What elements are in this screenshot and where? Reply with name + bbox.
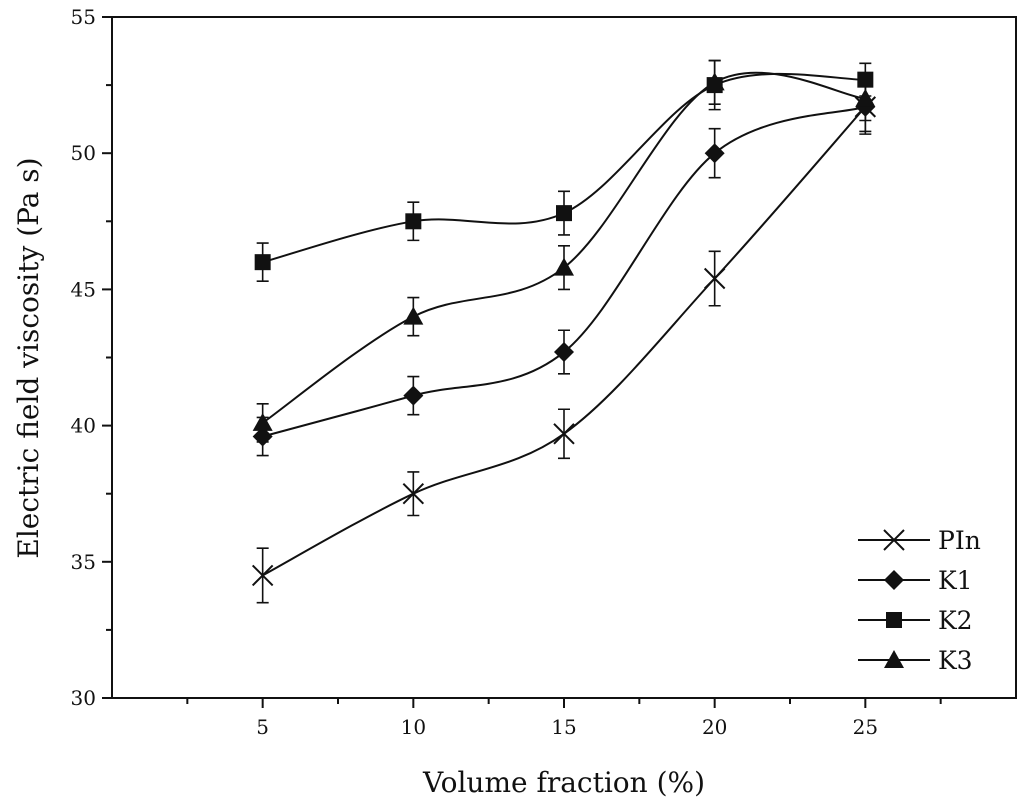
data-point-k2 xyxy=(857,71,874,88)
data-point-k2 xyxy=(254,254,271,271)
legend-label-pin: PIn xyxy=(938,526,981,555)
legend-label-k2: K2 xyxy=(938,606,973,635)
x-tick-label: 20 xyxy=(702,715,727,739)
y-tick-label: 35 xyxy=(71,550,96,574)
data-point-k1 xyxy=(704,143,725,164)
legend-marker-pin xyxy=(883,529,905,551)
y-tick-label: 30 xyxy=(71,686,96,710)
data-point-k3 xyxy=(554,257,574,276)
data-point-k3 xyxy=(252,412,273,431)
data-point-k2 xyxy=(556,205,572,222)
legend-label-k3: K3 xyxy=(938,646,973,675)
y-tick-label: 40 xyxy=(71,414,96,438)
data-point-pin xyxy=(402,482,425,505)
x-tick-label: 10 xyxy=(401,715,426,739)
data-point-k3 xyxy=(403,306,424,325)
legend-marker-k1 xyxy=(884,570,904,590)
data-point-k3 xyxy=(855,88,876,107)
legend-marker-k2 xyxy=(886,612,902,628)
data-point-k1 xyxy=(252,426,273,447)
x-tick-label: 5 xyxy=(256,715,269,739)
y-axis-title: Electric field viscosity (Pa s) xyxy=(12,157,45,558)
y-tick-label: 55 xyxy=(71,5,96,29)
series-line-k1 xyxy=(262,105,866,438)
data-point-pin xyxy=(703,267,726,290)
series-line-pin xyxy=(262,106,867,577)
x-tick-label: 15 xyxy=(551,715,576,739)
data-point-k1 xyxy=(554,342,574,363)
legend-marker-k3 xyxy=(884,650,904,668)
data-point-k2 xyxy=(405,213,422,230)
y-tick-label: 50 xyxy=(71,141,96,165)
data-markers xyxy=(251,71,877,587)
error-bars xyxy=(256,59,872,604)
data-point-pin xyxy=(251,564,274,587)
data-point-k3 xyxy=(704,72,725,91)
x-tick-label: 25 xyxy=(853,715,878,739)
series-curves xyxy=(262,71,867,577)
legend: PIn K1 K2 K3 xyxy=(858,526,981,675)
legend-label-k1: K1 xyxy=(938,566,973,595)
data-point-k1 xyxy=(403,385,424,406)
x-axis: 5 10 15 20 25 xyxy=(186,698,942,739)
data-point-pin xyxy=(553,423,575,445)
y-tick-label: 45 xyxy=(71,277,96,301)
x-axis-title: Volume fraction (%) xyxy=(422,766,705,799)
y-axis: 30 35 40 45 50 55 xyxy=(71,5,112,710)
